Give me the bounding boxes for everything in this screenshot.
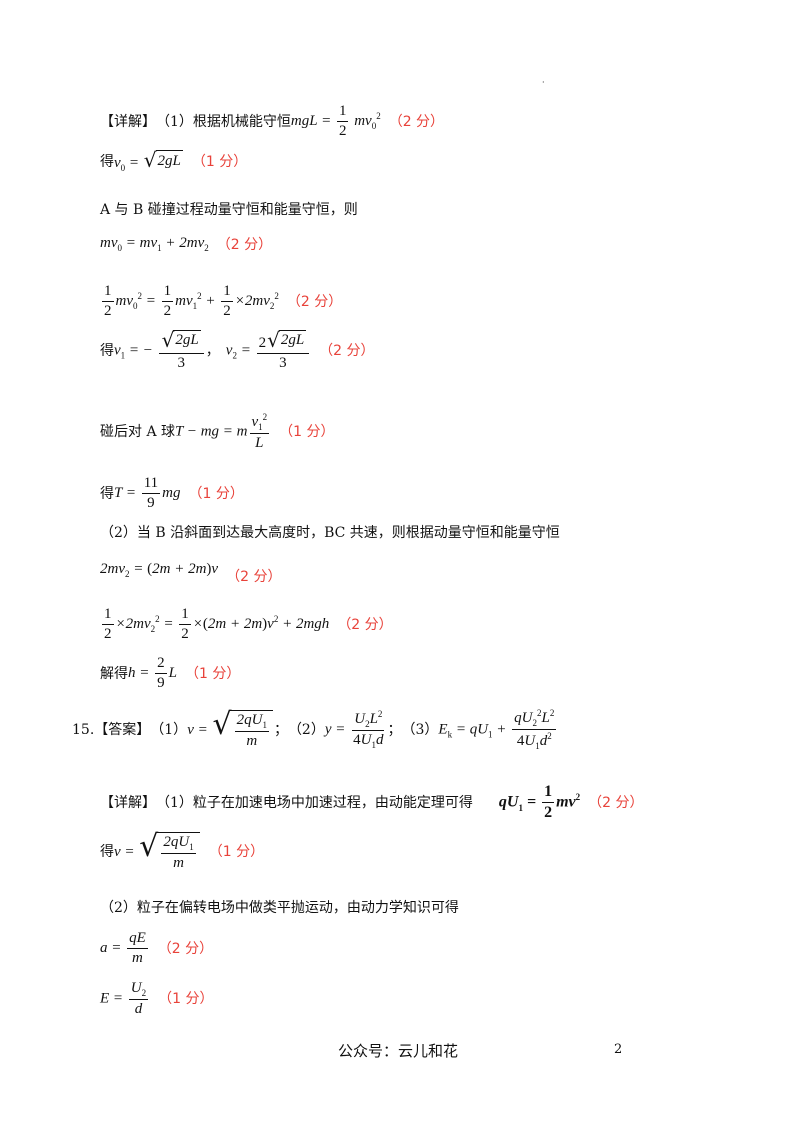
equation-height-energy: 1 2 ×2mv22 = 1 2 ×(2m + 2m)v2 + 2mgh [102,606,330,643]
score: （2 分） [319,343,375,360]
sub1-label: （1） [150,721,188,738]
equation-common-velocity: 2mv2 = (2m + 2m)v [100,560,219,579]
score: （2 分） [337,616,393,633]
score: （2 分） [226,569,282,585]
q15-number: 15. [72,721,95,738]
equation-v2: v2 = 2 √ 2gL 3 [226,330,311,373]
q15-answer-line: 15. 【答案】 （1） v = √ 2qU1 m ； （2） y = U2L2 4U… [72,708,558,752]
acceleration-line: a = qE m （2 分） [100,930,213,968]
kinetic-theorem-line: 【详解】 （1）粒子在加速电场中加速过程，由动能定理可得 qU1 = 1 2 mv2… [100,783,644,823]
separator: ； [273,721,288,738]
equation-v1: v1 = − √ 2gL 3 [114,330,206,373]
de-label: 得 [100,343,114,360]
part2-text: （2）当 B 沿斜面到达最大高度时，BC 共速，则根据动量守恒和能量守恒 [100,526,560,540]
momentum-line: mv0 = mv1 + 2mv2 （2 分） [100,236,272,253]
collision-text-content: A 与 B 碰撞过程动量守恒和能量守恒，则 [100,202,358,218]
equation-momentum: mv0 = mv1 + 2mv2 [100,235,209,253]
separator: ； [387,721,402,738]
score: （2 分） [588,794,644,811]
de-label: 得 [100,485,114,502]
velocity-result-line: 得 v = √ 2qU1 m （1 分） [100,832,264,873]
score: （2 分） [286,293,343,310]
sub3-label: （3） [401,721,439,738]
daan-label: 【答案】 [94,721,151,738]
equation-v-result: v = √ 2qU1 m [114,832,201,873]
equation-e: E = U2 d [100,980,149,1018]
score: （2 分） [388,113,445,130]
v0-line: 得 v0 = √ 2gL （1 分） [100,150,247,173]
answer-y: y = U2L2 4U1d [324,709,385,751]
page-number: 2 [614,1042,623,1057]
equation-v0: v0 = √ 2gL [114,148,183,173]
answer-v: v = √ 2qU1 m [187,709,274,751]
equation-a: a = qE m [100,930,148,967]
common-velocity-line: 2mv2 = (2m + 2m)v （2 分） [100,556,281,584]
part1-text: （1）根据机械能守恒 [156,113,291,130]
score: （1 分） [191,153,248,170]
field-line: E = U2 d （1 分） [100,980,214,1019]
de-label: 得 [100,844,114,861]
answer-ek: Ek = qU1 + qU22L2 4U1d2 [438,708,557,752]
xiangjie-label: 【详解】 [100,794,156,811]
p15-part1-text: （1）粒子在加速电场中加速过程，由动能定理可得 [156,794,473,811]
velocities-line: 得 v1 = − √ 2gL 3 ， v2 = 2 √ 2gL 3 （2 分） [100,330,375,373]
part2-text-content: （2）当 B 沿斜面到达最大高度时，BC 共速，则根据动量守恒和能量守恒 [100,525,560,541]
xiangjie-label: 【详解】 [100,113,156,130]
sub2-label: （2） [287,721,325,738]
jiede-label: 解得 [100,665,128,682]
p15-part2-text: （2）粒子在偏转电场中做类平抛运动，由动力学知识可得 [100,900,459,916]
stray-dot: · [542,78,545,87]
score: （1 分） [208,844,265,861]
score: （1 分） [188,485,244,502]
height-energy-line: 1 2 ×2mv22 = 1 2 ×(2m + 2m)v2 + 2mgh （2 分） [100,606,393,644]
after-collision-text: 碰后对 A 球 [100,424,176,441]
equation-energy: 1 2 mv02 = 1 2 mv12 + 1 2 ×2mv22 [102,283,279,320]
score: （2 分） [216,236,273,253]
de-label: 得 [100,153,114,170]
tension-eq-line: 碰后对 A 球 T − mg = m v12 L （1 分） [100,412,335,453]
comma: ， [205,343,220,360]
collision-text: A 与 B 碰撞过程动量守恒和能量守恒，则 [100,203,358,217]
score: （1 分） [158,991,214,1008]
equation-qu1: qU1 = 1 2 mv2 [498,783,581,822]
footer-text: 公众号：云儿和花 [338,1042,459,1060]
tension-result-line: 得 T = 11 9 mg （1 分） [100,475,244,513]
score: （1 分） [279,424,335,441]
equation-tension: T − mg = m v12 L [175,412,270,452]
p15-part2-line: （2）粒子在偏转电场中做类平抛运动，由动力学知识可得 [100,901,459,915]
energy-line: 1 2 mv02 = 1 2 mv12 + 1 2 ×2mv22 （2 分） [100,283,342,321]
score: （2 分） [157,940,214,957]
score: （1 分） [184,665,241,682]
equation-t-result: T = 11 9 mg [114,475,181,512]
